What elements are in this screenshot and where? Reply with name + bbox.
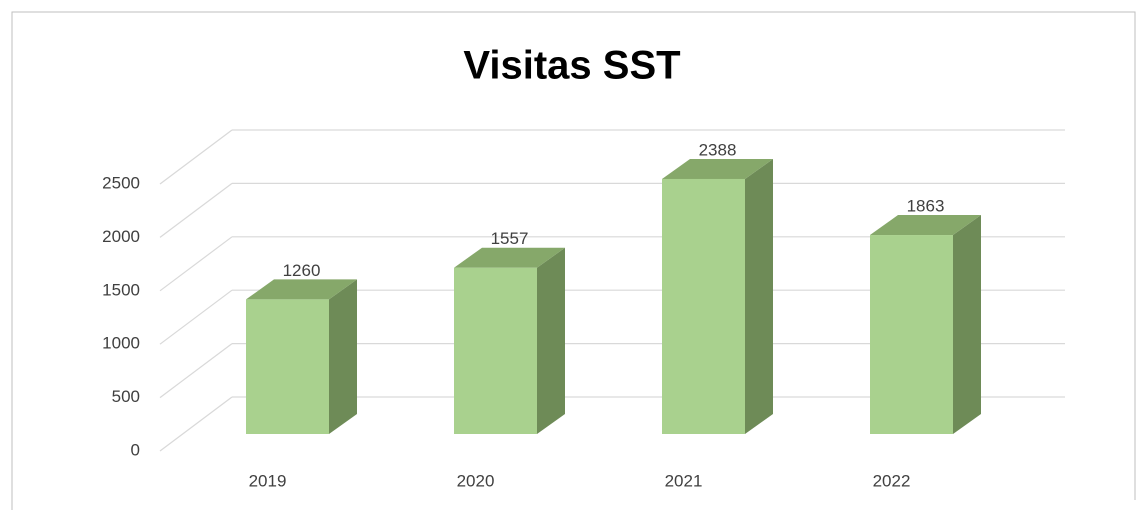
bar-top	[662, 158, 773, 179]
grid-line-depth	[159, 289, 233, 345]
x-tick-label: 2021	[665, 471, 703, 490]
y-tick-label: 0	[131, 440, 140, 459]
bar	[454, 267, 537, 434]
bar-side	[953, 215, 981, 434]
x-tick-label: 2022	[873, 471, 911, 490]
bar	[246, 299, 329, 434]
bar	[870, 235, 953, 434]
y-tick-label: 1000	[102, 334, 140, 353]
x-tick-label: 2020	[457, 471, 495, 490]
x-tick-label: 2019	[249, 471, 287, 490]
bar-top	[454, 247, 565, 268]
y-tick-label: 2500	[102, 173, 140, 192]
bar-side	[745, 158, 773, 434]
y-tick-label: 2000	[102, 227, 140, 246]
y-tick-label: 500	[112, 387, 140, 406]
data-label: 1863	[907, 197, 945, 216]
data-label: 1557	[491, 229, 529, 248]
bar-top	[870, 215, 981, 236]
grid-line-depth	[159, 343, 233, 399]
data-label: 1260	[283, 261, 321, 280]
bar-top	[246, 279, 357, 300]
chart-frame	[11, 11, 1136, 510]
data-label: 2388	[699, 140, 737, 159]
grid-line-depth	[159, 396, 233, 452]
bar	[662, 178, 745, 434]
bar-side	[537, 247, 565, 434]
grid-line-depth	[159, 129, 233, 185]
grid-line-depth	[159, 182, 233, 238]
y-tick-label: 1500	[102, 280, 140, 299]
chart-title: Visitas SST	[463, 44, 680, 88]
bar-side	[329, 279, 357, 434]
grid-line-depth	[159, 236, 233, 292]
